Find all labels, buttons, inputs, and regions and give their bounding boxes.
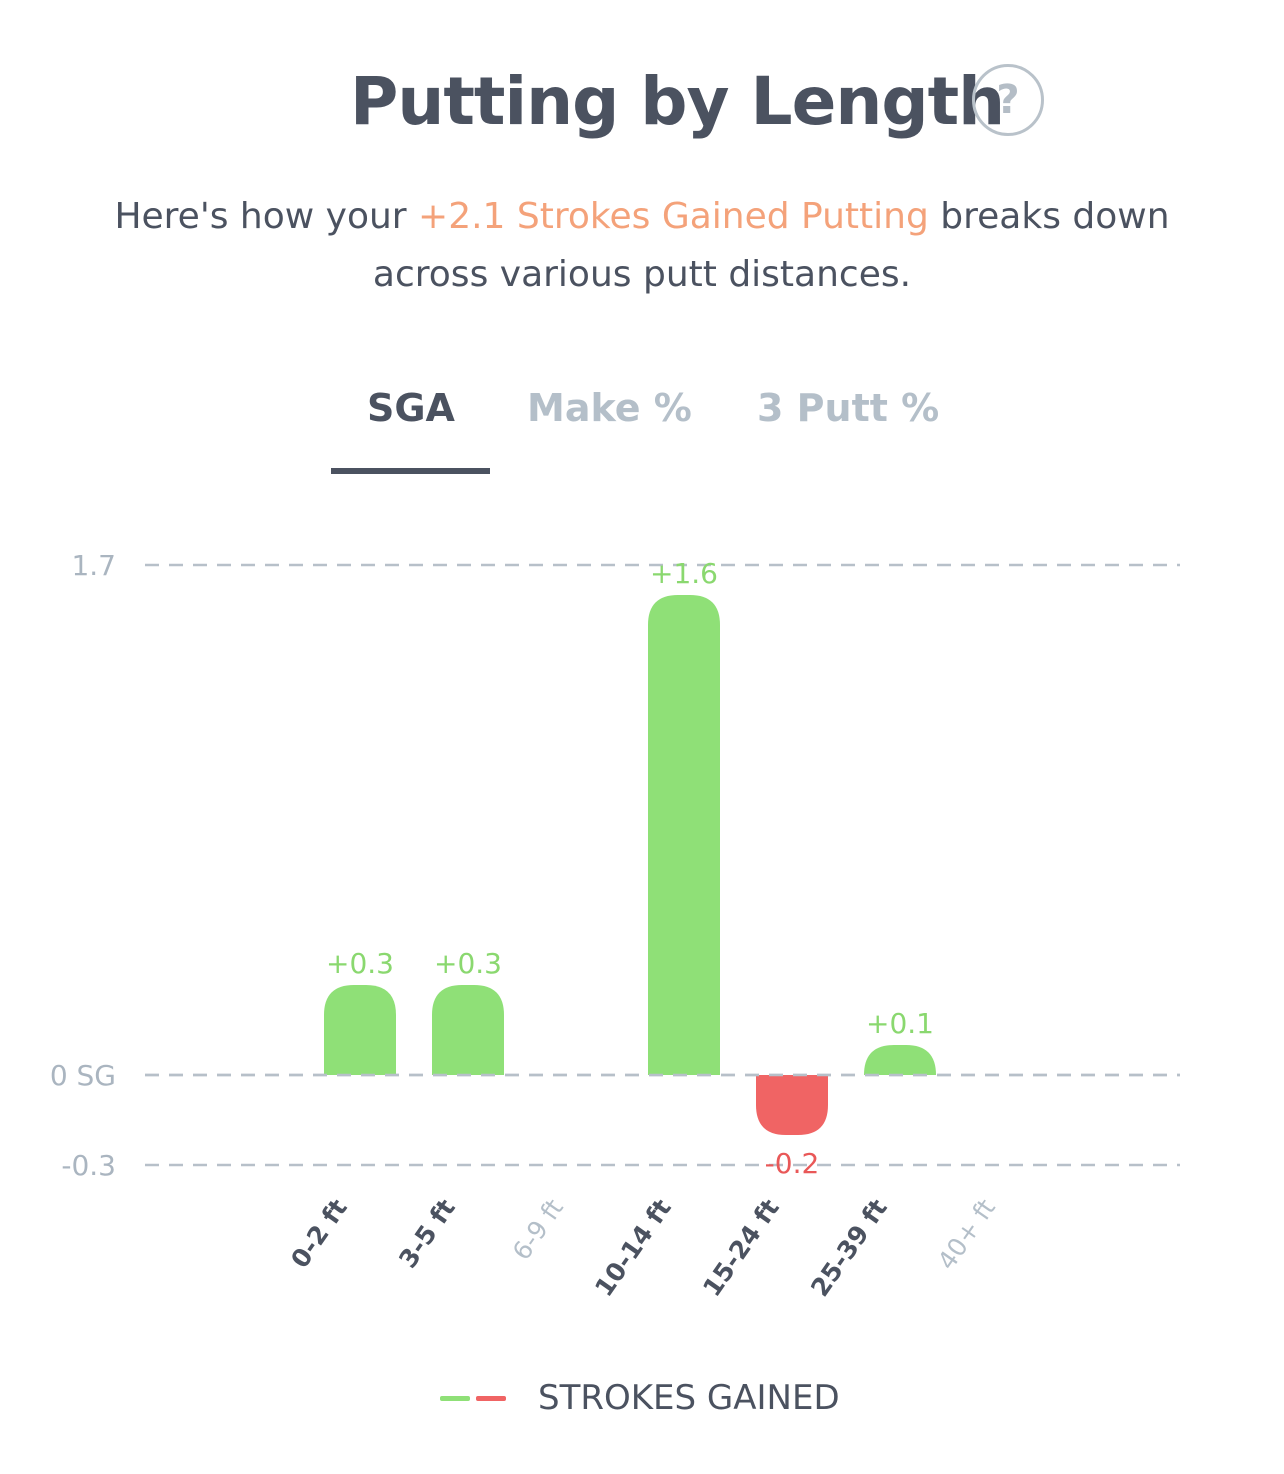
y-tick-label: 0 SG <box>50 1059 116 1092</box>
tab-3-putt-percent[interactable]: 3 Putt % <box>757 386 940 430</box>
page-subtitle: Here's how your +2.1 Strokes Gained Putt… <box>90 188 1194 304</box>
label-layer: +0.3 +0.3 +1.6 -0.2 +0.1 <box>326 557 934 1180</box>
legend-swatch-positive <box>440 1396 470 1401</box>
tab-make-percent[interactable]: Make % <box>527 386 692 430</box>
bar <box>648 595 720 1075</box>
x-tick-label: 0-2 ft <box>285 1194 353 1274</box>
bar <box>756 1075 828 1135</box>
data-label: +0.3 <box>434 947 502 980</box>
y-tick-label: 1.7 <box>71 549 116 582</box>
bar-layer <box>145 595 1180 1135</box>
subtitle-prefix: Here's how your <box>114 196 419 237</box>
subtitle-suffix: breaks down across various putt distance… <box>372 196 1170 295</box>
x-tick-layer: 0-2 ft 3-5 ft 6-9 ft 10-14 ft 15-24 ft 25-39 … <box>285 1194 1001 1302</box>
bar <box>432 985 504 1075</box>
subtitle-highlight: +2.1 Strokes Gained Putting <box>418 196 929 237</box>
grid-layer: 1.7 0 SG -0.3 <box>50 549 1180 1182</box>
legend-label: STROKES GAINED <box>538 1378 840 1418</box>
page-title: Putting by Length <box>350 63 1005 140</box>
x-tick-label: 40+ ft <box>932 1194 1001 1275</box>
tab-sga[interactable]: SGA <box>367 386 455 430</box>
y-tick-label: -0.3 <box>61 1149 116 1182</box>
x-tick-label: 15-24 ft <box>697 1194 785 1302</box>
legend-swatch-negative <box>476 1396 506 1401</box>
data-label: -0.2 <box>765 1147 820 1180</box>
strokes-gained-chart: 1.7 0 SG -0.3 +0.3 +0.3 +1.6 -0.2 +0.1 0-2 ft 3… <box>50 549 1180 1302</box>
active-tab-indicator <box>331 468 490 474</box>
x-tick-label: 3-5 ft <box>393 1194 461 1274</box>
bar <box>324 985 396 1075</box>
help-icon[interactable]: ? <box>972 64 1044 136</box>
x-tick-label: 25-39 ft <box>805 1194 893 1302</box>
data-label: +0.3 <box>326 947 394 980</box>
x-tick-label: 6-9 ft <box>507 1194 569 1266</box>
data-label: +1.6 <box>650 557 718 590</box>
bar <box>864 1045 936 1075</box>
x-tick-label: 10-14 ft <box>589 1194 677 1302</box>
tab-bar: SGA Make % 3 Putt % <box>0 380 1284 480</box>
data-label: +0.1 <box>866 1007 934 1040</box>
title-row: Putting by Length ? <box>0 52 1284 152</box>
